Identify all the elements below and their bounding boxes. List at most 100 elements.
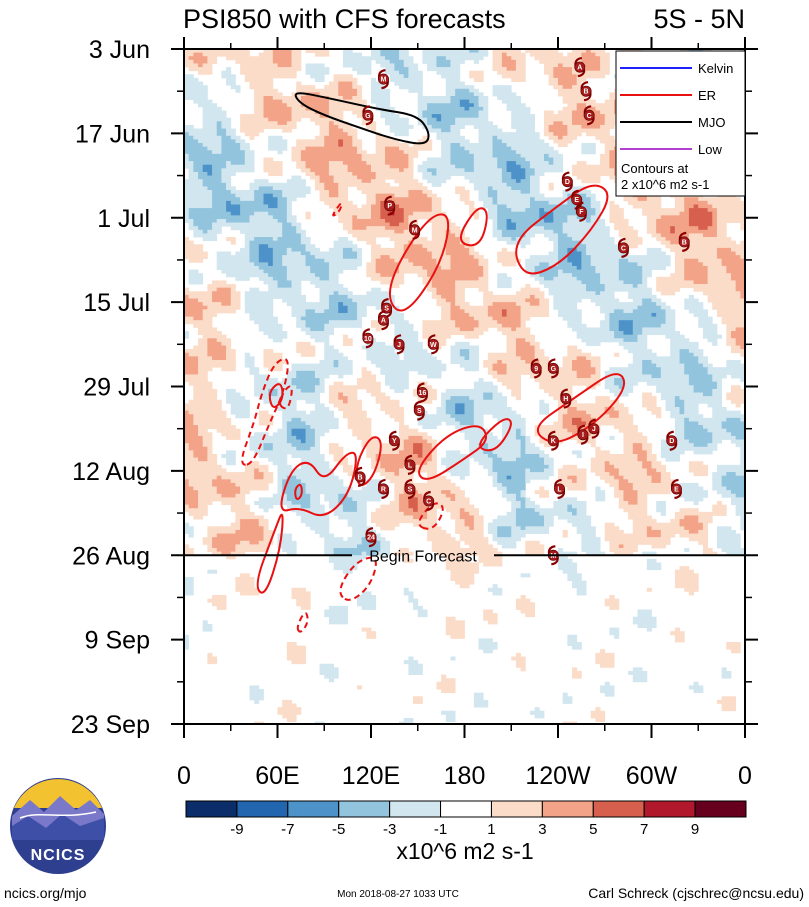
er-positive-contour <box>355 436 382 486</box>
y-tick-label: 29 Jul <box>83 374 150 402</box>
x-tick-label: 0 <box>738 762 752 790</box>
y-tick-label: 17 Jun <box>75 120 150 148</box>
y-axis: 3 Jun 17 Jun 1 Jul 15 Jul 29 Jul 12 Aug 26 Aug… <box>71 36 758 739</box>
er-positive-contour <box>256 513 284 594</box>
storm-marker-label: E <box>674 486 679 493</box>
er-positive-contour <box>294 483 303 500</box>
colorbar: -9 -7 -5 -3 -1 1 3 5 7 9 <box>185 800 747 838</box>
storm-marker: I <box>577 424 589 445</box>
storm-marker-label: Y <box>392 438 397 445</box>
begin-forecast: Begin Forecast <box>184 548 745 565</box>
logo-wave <box>19 811 97 819</box>
colorbar-swatch <box>287 800 340 818</box>
storm-marker: C <box>617 237 629 258</box>
colorbar-units-label: x10^6 m2 s-1 <box>396 838 533 864</box>
storm-marker-label: D <box>565 179 570 186</box>
storm-marker-label: C <box>426 499 431 506</box>
storm-marker: 10 <box>362 328 374 349</box>
storm-marker: L <box>554 478 566 500</box>
storm-marker-label: B <box>358 474 363 481</box>
er-positive-contour <box>280 451 357 517</box>
storm-marker-label: J <box>592 426 596 433</box>
logo-sun <box>14 779 102 808</box>
storm-track-markers: MGABCDEFPMCBSA10JW9G16SHKIJDYLBRSCLE24M <box>354 56 690 566</box>
x-tick-label: 0 <box>177 762 191 790</box>
storm-marker-label: 9 <box>534 366 538 373</box>
colorbar-swatch <box>490 800 543 818</box>
chart-region-label: 5S - 5N <box>653 4 745 34</box>
y-tick-label: 12 Aug <box>72 458 150 486</box>
colorbar-tick-label: -3 <box>383 821 396 838</box>
storm-marker: L <box>404 454 416 475</box>
colorbar-swatch <box>185 800 238 818</box>
er-positive-contour <box>418 425 488 480</box>
legend-label: Low <box>698 142 722 157</box>
storm-marker-label: B <box>584 89 589 96</box>
storm-marker-label: 16 <box>419 390 427 397</box>
colorbar-tick-label: -9 <box>230 821 243 838</box>
storm-marker-label: S <box>408 486 413 493</box>
y-tick-label: 23 Sep <box>71 711 150 739</box>
legend: Kelvin ER MJO Low Contours at 2 x10^6 m2 s-… <box>615 50 746 197</box>
storm-marker-label: P <box>387 203 392 210</box>
ncics-logo: NCICS <box>10 778 106 874</box>
storm-marker: M <box>409 219 421 240</box>
storm-marker-label: R <box>381 486 386 493</box>
storm-marker: G <box>547 358 559 379</box>
storm-marker: 16 <box>416 382 428 403</box>
legend-label: MJO <box>698 115 725 130</box>
er-positive-contour <box>536 373 626 443</box>
storm-marker-label: A <box>381 318 386 325</box>
colorbar-tick-label: 1 <box>487 821 495 838</box>
x-tick-label: 180 <box>444 762 486 790</box>
storm-marker-label: L <box>557 486 562 493</box>
colorbar-swatch <box>643 800 696 818</box>
storm-marker: M <box>377 69 389 90</box>
storm-marker: R <box>377 478 389 500</box>
storm-marker: 9 <box>530 358 542 379</box>
storm-marker: C <box>423 490 435 512</box>
er-negative-contour <box>241 357 289 466</box>
colorbar-tick-label: -1 <box>434 821 447 838</box>
storm-marker: B <box>678 231 690 252</box>
storm-marker-label: H <box>563 396 568 403</box>
colorbar-tick-label: -5 <box>332 821 345 838</box>
storm-marker: J <box>393 334 405 355</box>
storm-marker-label: F <box>579 209 584 216</box>
storm-marker: A <box>574 56 586 78</box>
storm-marker: D <box>666 430 678 451</box>
storm-marker: Y <box>388 430 400 451</box>
er-negative-contour <box>332 202 343 217</box>
psi850-shading <box>184 49 745 724</box>
storm-marker: K <box>547 430 559 451</box>
contour-note-line1: Contours at <box>621 161 689 176</box>
storm-marker-label: 24 <box>367 535 375 542</box>
storm-marker: P <box>384 195 396 216</box>
er-negative-contour <box>296 612 309 633</box>
colorbar-swatch <box>236 800 289 818</box>
storm-marker-label: 10 <box>364 336 372 343</box>
legend-label: Kelvin <box>698 61 733 76</box>
storm-marker-label: I <box>582 432 584 439</box>
storm-marker-label: W <box>430 342 437 349</box>
storm-marker: B <box>354 466 366 487</box>
storm-marker: A <box>377 310 389 331</box>
storm-marker-label: K <box>551 438 556 445</box>
er-negative-contour <box>418 502 444 530</box>
storm-marker-label: S <box>384 306 389 313</box>
storm-marker-label: M <box>381 77 387 84</box>
storm-marker: B <box>580 81 592 102</box>
colorbar-tick-label: 9 <box>691 821 699 838</box>
storm-marker-label: B <box>682 239 687 246</box>
begin-forecast-label: Begin Forecast <box>369 548 477 565</box>
footer-url: ncics.org/mjo <box>4 885 87 901</box>
storm-marker: W <box>427 334 439 355</box>
storm-marker: S <box>404 478 416 500</box>
storm-marker: E <box>670 478 682 500</box>
storm-marker-label: M <box>412 227 418 234</box>
y-tick-label: 1 Jul <box>97 205 150 233</box>
x-tick-label: 120E <box>342 762 400 790</box>
storm-marker: F <box>575 201 587 222</box>
y-tick-label: 15 Jul <box>83 289 150 317</box>
